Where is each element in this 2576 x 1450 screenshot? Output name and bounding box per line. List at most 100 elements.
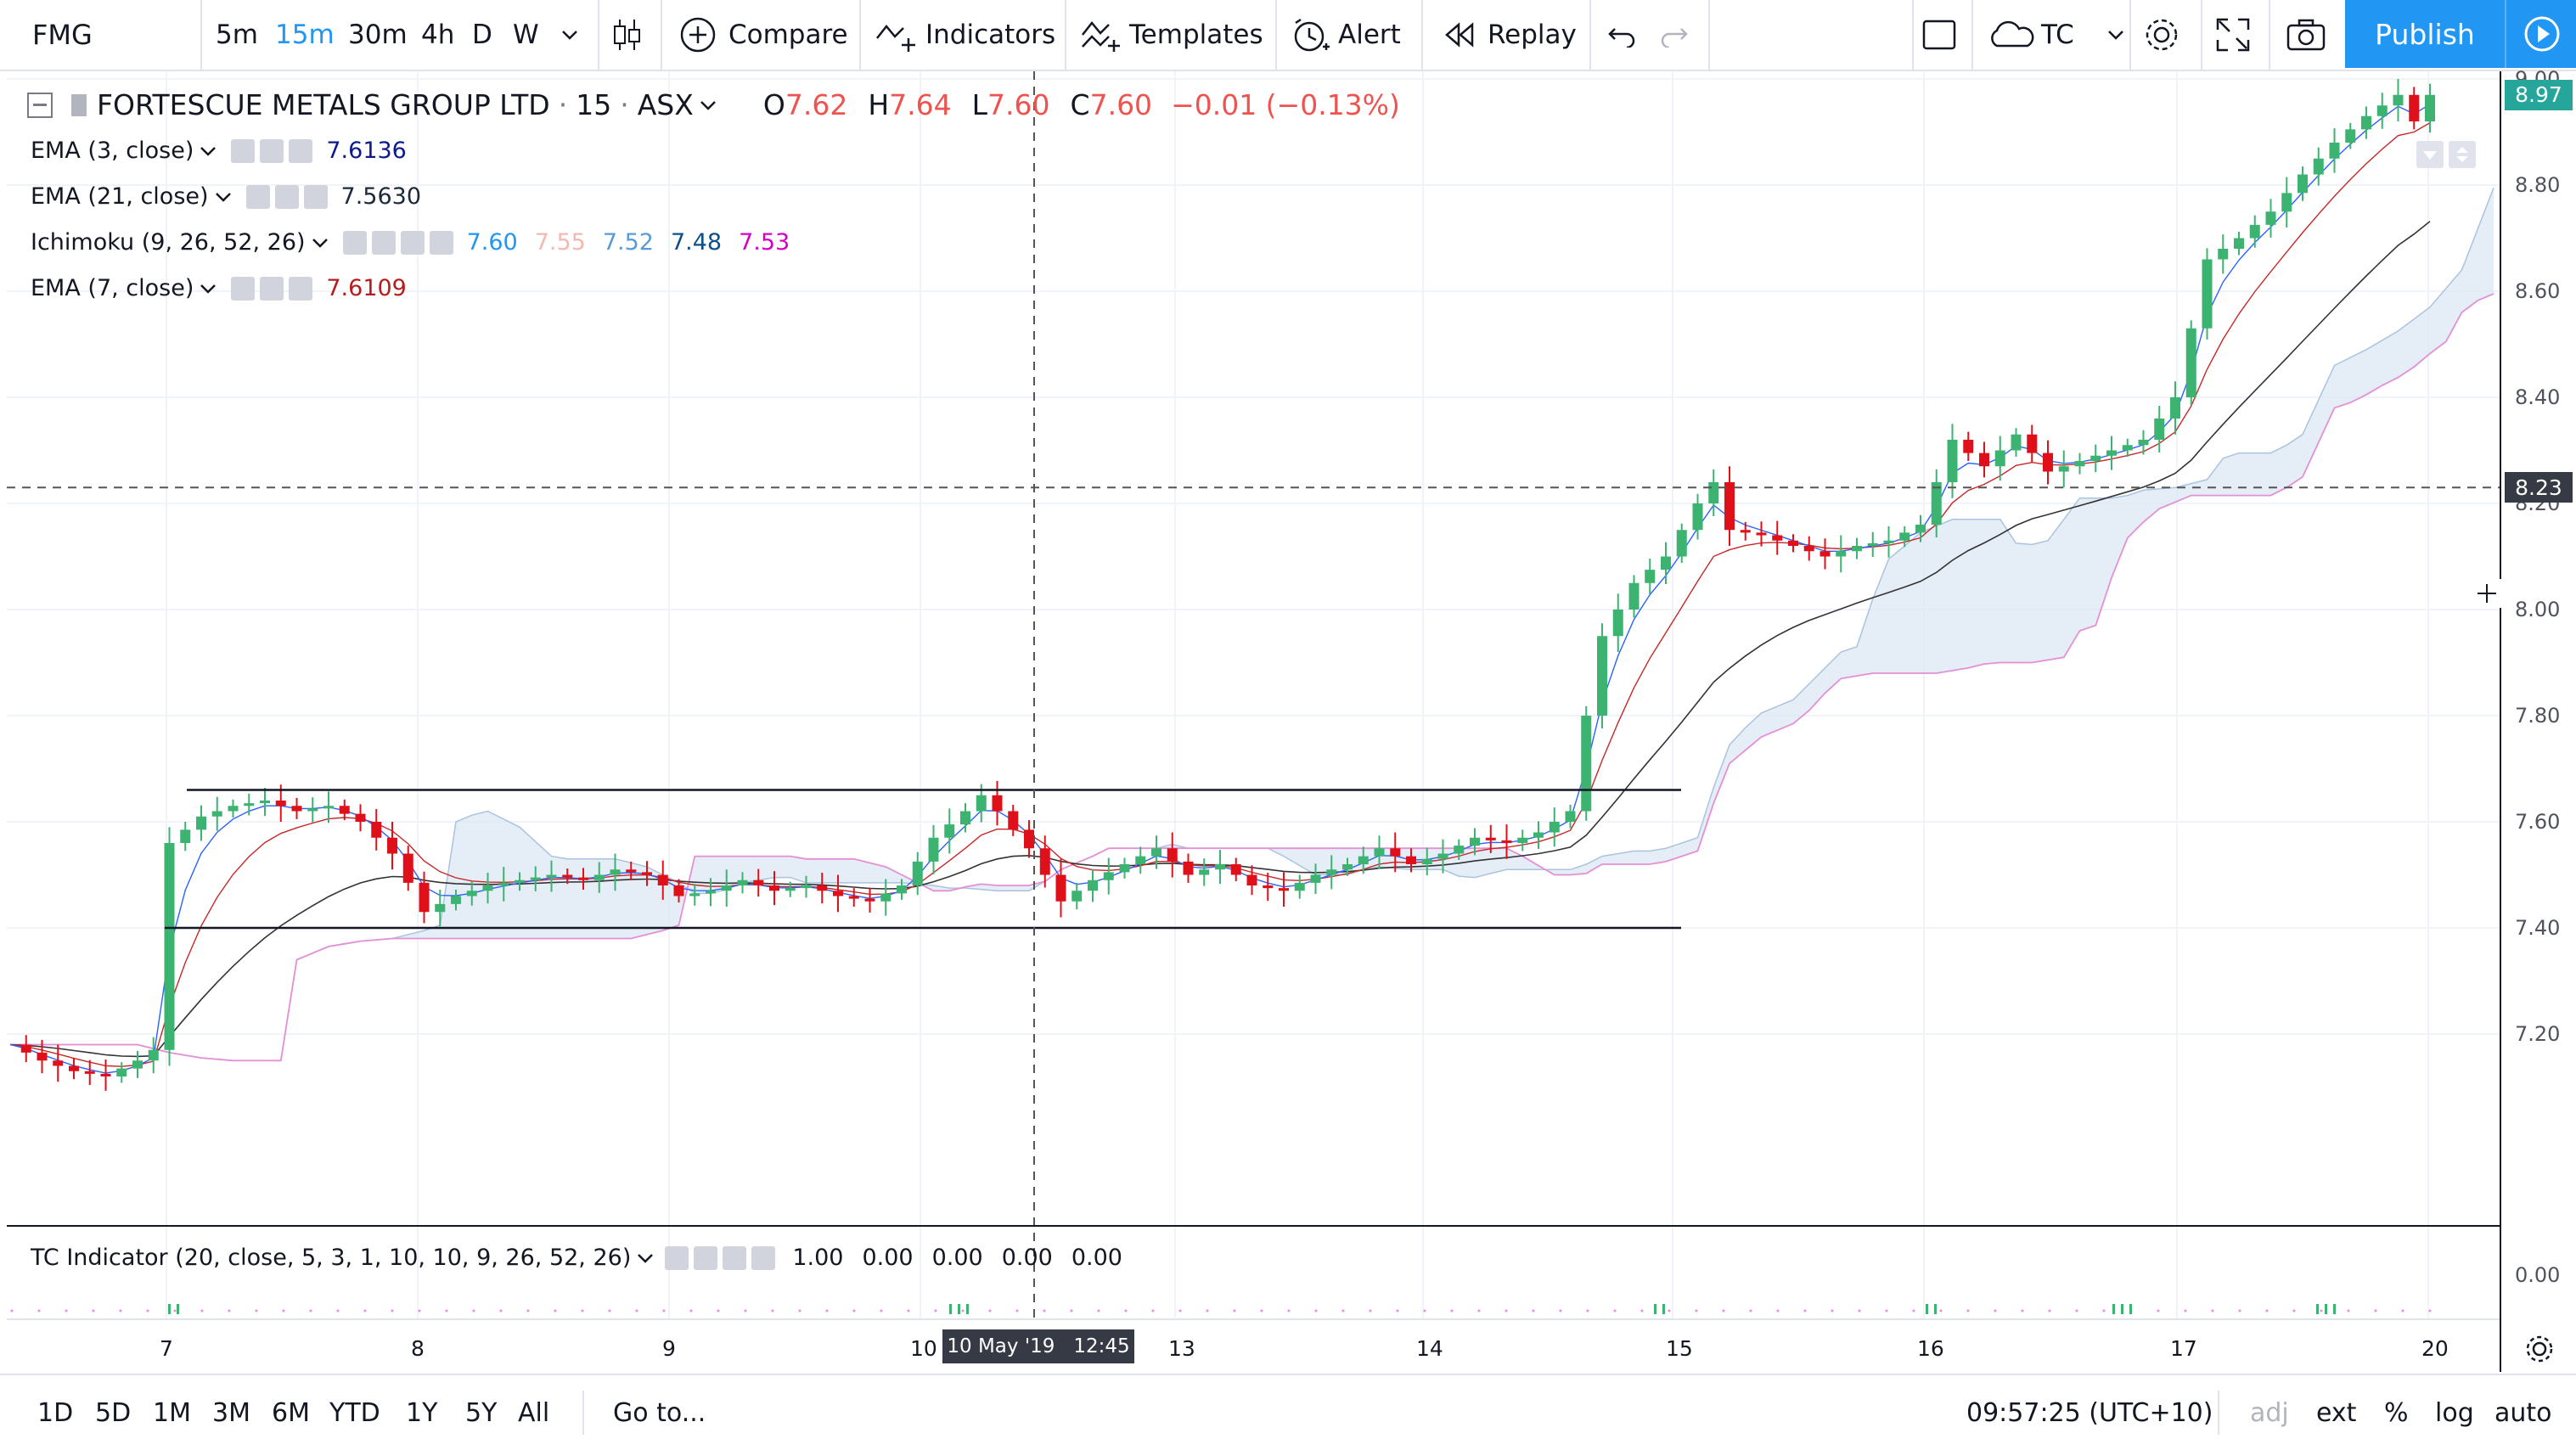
time-axis[interactable]: 7 8 9 10 13 14 15 16 17 20 10 May '19 12:45 <box>7 1324 2500 1374</box>
range-ytd[interactable]: YTD <box>329 1397 380 1428</box>
close-icon[interactable] <box>289 276 313 301</box>
tc-dot <box>336 1309 340 1312</box>
indicators-button[interactable]: Indicators <box>875 0 1055 70</box>
chart-type-button[interactable] <box>611 0 642 70</box>
range-1y[interactable]: 1Y <box>406 1397 438 1428</box>
close-icon[interactable] <box>429 230 453 255</box>
eye-icon[interactable] <box>245 184 270 209</box>
chevron-down-icon[interactable] <box>636 1252 655 1264</box>
range-1m[interactable]: 1M <box>153 1397 191 1428</box>
gear-icon[interactable] <box>274 184 299 209</box>
tc-dot <box>1287 1309 1291 1312</box>
range-all[interactable]: All <box>518 1397 550 1428</box>
candle <box>291 806 302 812</box>
symbol-search[interactable]: FMG <box>32 19 93 51</box>
chart-settings-button[interactable] <box>2500 1326 2576 1372</box>
gear-icon[interactable] <box>260 138 284 163</box>
eye-icon[interactable] <box>231 138 256 163</box>
close-icon[interactable] <box>751 1245 776 1270</box>
close-icon[interactable] <box>303 184 328 209</box>
interval-5m[interactable]: 5m <box>216 20 258 50</box>
collapse-icon[interactable] <box>27 92 53 118</box>
chevron-down-icon[interactable] <box>199 283 217 295</box>
price-chart[interactable] <box>7 71 2500 1370</box>
price-axis[interactable]: 9.209.008.808.608.408.208.007.807.607.40… <box>2500 67 2576 1370</box>
study-legend-row[interactable]: EMA (3, close) 7.6136 <box>31 138 407 164</box>
candle <box>1167 848 1178 862</box>
interval-w[interactable]: W <box>513 20 539 50</box>
option-auto[interactable]: auto <box>2494 1397 2552 1428</box>
candle <box>1803 546 1814 552</box>
tc-dot <box>717 1309 720 1312</box>
interval-15m[interactable]: 15m <box>275 20 335 50</box>
range-5d[interactable]: 5D <box>95 1397 132 1428</box>
trend-lines[interactable] <box>165 789 1681 930</box>
study-name: EMA (21, close) <box>31 183 209 210</box>
tc-dot <box>65 1309 68 1312</box>
tc-dot <box>1803 1309 1807 1312</box>
range-5y[interactable]: 5Y <box>465 1397 498 1428</box>
scale-down-button[interactable] <box>2416 141 2444 168</box>
gear-icon[interactable] <box>371 230 396 255</box>
square-icon <box>1922 20 1956 50</box>
main-legend: FORTESCUE METALS GROUP LTD · 15 · ASX O7… <box>27 88 1400 121</box>
option-log[interactable]: log <box>2435 1397 2474 1428</box>
range-1d[interactable]: 1D <box>37 1397 74 1428</box>
candle <box>482 885 493 891</box>
range-3m[interactable]: 3M <box>212 1397 250 1428</box>
chevron-down-icon[interactable] <box>699 99 717 111</box>
gear-icon[interactable] <box>694 1245 718 1270</box>
flag-icon[interactable] <box>71 93 87 116</box>
compare-button[interactable]: Compare <box>679 0 848 70</box>
chevron-down-icon[interactable] <box>214 191 233 203</box>
chevron-down-icon[interactable] <box>199 145 217 157</box>
scale-updown-button[interactable] <box>2449 141 2476 168</box>
templates-button[interactable]: Templates <box>1080 0 1263 70</box>
candles-icon <box>614 20 640 50</box>
eye-icon[interactable] <box>665 1245 689 1270</box>
interval-4h[interactable]: 4h <box>421 20 455 50</box>
interval-dropdown[interactable] <box>560 0 579 70</box>
tc-dot <box>771 1309 774 1312</box>
study-legend-row[interactable]: EMA (21, close) 7.5630 <box>31 183 421 210</box>
publish-button[interactable]: Publish <box>2345 0 2505 68</box>
gear-icon[interactable] <box>260 276 284 301</box>
braces-icon[interactable] <box>723 1245 747 1270</box>
undo-button[interactable] <box>1606 0 1637 70</box>
candle <box>2281 193 2292 212</box>
cloud-icon <box>1991 20 2034 48</box>
braces-icon[interactable] <box>400 230 425 255</box>
candle <box>1008 811 1019 830</box>
study-legend-row[interactable]: Ichimoku (9, 26, 52, 26) 7.60 7.55 7.52 7.48… <box>31 229 790 256</box>
close-icon[interactable] <box>289 138 313 163</box>
alert-button[interactable]: Alert <box>1291 0 1401 70</box>
option-percent[interactable]: % <box>2384 1397 2409 1428</box>
fullscreen-chart-button[interactable] <box>1921 0 1958 70</box>
clock[interactable]: 09:57:25 (UTC+10) <box>1966 1397 2213 1428</box>
crosshair-plus-button[interactable] <box>2472 579 2501 608</box>
candle <box>402 853 413 883</box>
candle <box>2090 455 2101 461</box>
option-adj[interactable]: adj <box>2250 1397 2289 1428</box>
interval-d[interactable]: D <box>472 20 492 50</box>
redo-button[interactable] <box>1659 0 1690 70</box>
range-6m[interactable]: 6M <box>272 1397 310 1428</box>
interval-30m[interactable]: 30m <box>348 20 408 50</box>
play-button[interactable] <box>2505 0 2576 68</box>
eye-icon[interactable] <box>231 276 256 301</box>
settings-button[interactable] <box>2141 0 2182 70</box>
layout-tc-dropdown[interactable]: TC <box>1987 0 2125 70</box>
replay-button[interactable]: Replay <box>1443 0 1577 70</box>
fullscreen-button[interactable] <box>2214 0 2252 70</box>
ohlc-close: C7.60 <box>1070 88 1153 121</box>
snapshot-button[interactable] <box>2286 0 2326 70</box>
study-legend-row[interactable]: EMA (7, close) 7.6109 <box>31 275 407 301</box>
option-ext[interactable]: ext <box>2316 1397 2357 1428</box>
candle <box>864 898 875 902</box>
eye-icon[interactable] <box>342 230 367 255</box>
tc-dot <box>1233 1309 1236 1312</box>
time-tick: 14 <box>1416 1336 1443 1361</box>
chevron-down-icon[interactable] <box>311 237 329 249</box>
goto-button[interactable]: Go to... <box>613 1397 706 1428</box>
candle <box>2170 397 2180 419</box>
